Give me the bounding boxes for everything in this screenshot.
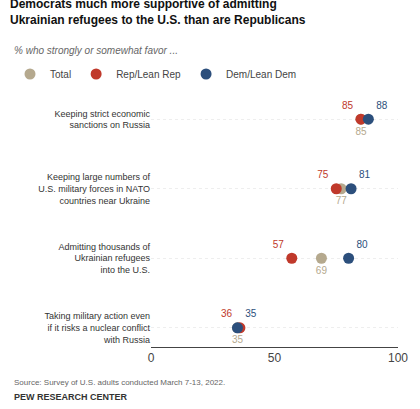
svg-text:Keeping strict economicsanctio: Keeping strict economicsanctions on Russ… <box>54 109 150 131</box>
svg-text:80: 80 <box>356 239 368 250</box>
svg-text:% who strongly or somewhat fav: % who strongly or somewhat favor ... <box>14 45 178 56</box>
svg-text:35: 35 <box>232 334 244 345</box>
svg-text:Taking military action evenif: Taking military action evenif it risks a… <box>44 311 150 344</box>
svg-text:Admitting thousands ofUkrainia: Admitting thousands ofUkrainian refugees… <box>58 242 150 275</box>
svg-text:69: 69 <box>316 265 328 276</box>
svg-text:75: 75 <box>317 169 329 180</box>
svg-text:57: 57 <box>273 239 285 250</box>
svg-text:0: 0 <box>148 351 155 365</box>
svg-text:85: 85 <box>355 126 367 137</box>
svg-text:Total: Total <box>50 69 71 80</box>
svg-text:Keeping large numbers ofU.S. m: Keeping large numbers ofU.S. military fo… <box>38 172 150 205</box>
svg-text:85: 85 <box>342 100 354 111</box>
svg-text:Democrats much more supportive: Democrats much more supportive of admitt… <box>10 0 306 27</box>
svg-text:100: 100 <box>388 351 408 365</box>
svg-text:Rep/Lean Rep: Rep/Lean Rep <box>116 69 181 80</box>
svg-text:Dem/Lean Dem: Dem/Lean Dem <box>226 69 296 80</box>
svg-text:35: 35 <box>245 308 257 319</box>
svg-text:36: 36 <box>221 308 233 319</box>
svg-text:81: 81 <box>359 169 371 180</box>
svg-text:PEW RESEARCH CENTER: PEW RESEARCH CENTER <box>14 392 128 402</box>
svg-text:Source: Survey of U.S. adults: Source: Survey of U.S. adults conducted … <box>14 378 225 387</box>
svg-text:77: 77 <box>336 195 348 206</box>
svg-text:50: 50 <box>268 351 282 365</box>
svg-text:88: 88 <box>376 100 388 111</box>
